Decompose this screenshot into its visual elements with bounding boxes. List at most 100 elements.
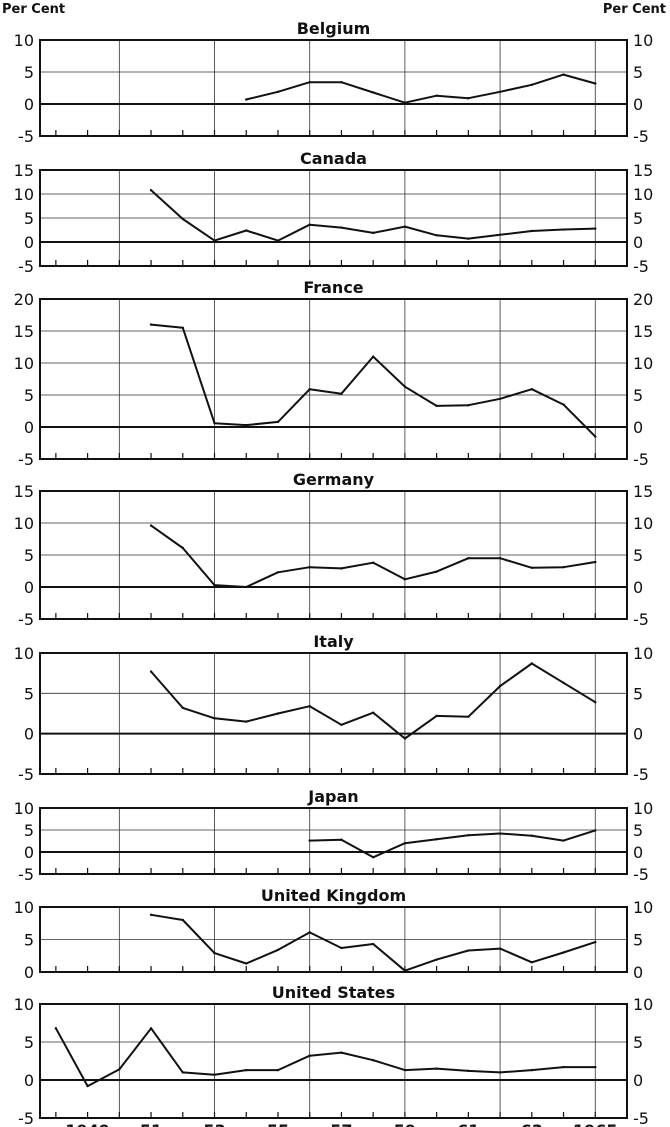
- france-ytick-left: 10: [14, 354, 34, 373]
- united-states-point: [245, 1068, 248, 1072]
- united-states-ytick-right: 0: [633, 1071, 643, 1090]
- germany-title: Germany: [293, 470, 375, 489]
- canada-point: [498, 233, 502, 236]
- italy-point: [594, 701, 597, 704]
- canada-frame: [39, 169, 628, 267]
- france-frame: [39, 298, 628, 460]
- japan-point: [498, 832, 502, 835]
- belgium-point: [530, 83, 534, 87]
- united-kingdom-point: [181, 918, 184, 922]
- united-states-point: [562, 1065, 565, 1069]
- germany-ytick-right: 15: [633, 482, 653, 501]
- germany-point: [340, 567, 343, 570]
- germany-point: [403, 578, 407, 581]
- germany-ytick-right: 0: [633, 578, 643, 597]
- germany-point: [467, 557, 470, 560]
- united-kingdom-ytick-right: 0: [633, 963, 643, 982]
- germany-ytick-left: -5: [18, 610, 34, 629]
- italy-point: [149, 670, 153, 673]
- united-states-ytick-left: 10: [14, 995, 34, 1014]
- france-point: [308, 388, 311, 391]
- japan-point: [371, 856, 375, 859]
- canada-ytick-right: -5: [633, 257, 649, 276]
- belgium-ytick-left: 0: [24, 95, 34, 114]
- belgium-point: [245, 98, 248, 101]
- belgium-point: [467, 97, 470, 100]
- italy-point: [467, 715, 470, 718]
- united-kingdom-point: [245, 962, 248, 965]
- belgium-point: [308, 81, 311, 84]
- germany-point: [308, 565, 311, 569]
- france-ytick-left: -5: [18, 450, 34, 469]
- canada-point: [340, 226, 343, 229]
- italy-ytick-left: -5: [18, 765, 34, 784]
- france-ytick-left: 0: [24, 418, 34, 437]
- canada-ytick-right: 5: [633, 209, 643, 228]
- france-point: [340, 392, 343, 395]
- france-ytick-left: 15: [14, 322, 34, 341]
- united-states-point: [594, 1065, 597, 1069]
- canada-point: [562, 228, 565, 231]
- germany-ytick-left: 10: [14, 514, 34, 533]
- france-ytick-right: 10: [633, 354, 653, 373]
- canada-ytick-right: 15: [633, 161, 653, 180]
- unit-label-left: Per Cent: [2, 2, 66, 17]
- japan-point: [594, 829, 597, 832]
- united-kingdom-point: [403, 969, 407, 972]
- italy-ytick-right: -5: [633, 765, 649, 784]
- canada-ytick-left: -5: [18, 257, 34, 276]
- belgium-ytick-left: 10: [14, 31, 34, 50]
- united-kingdom-title: United Kingdom: [261, 886, 406, 905]
- united-states-point: [467, 1069, 470, 1073]
- france-point: [213, 421, 216, 425]
- germany-point: [530, 566, 534, 569]
- france-point: [245, 423, 248, 427]
- japan-ytick-right: 0: [633, 843, 643, 862]
- belgium-point: [594, 82, 597, 85]
- japan-title: Japan: [307, 787, 358, 806]
- japan-ytick-left: 5: [24, 821, 34, 840]
- italy-point: [213, 717, 216, 720]
- italy-point: [245, 720, 248, 723]
- canada-point: [435, 234, 438, 237]
- france-point: [149, 323, 153, 326]
- japan-point: [308, 839, 311, 842]
- united-states-point: [530, 1068, 534, 1072]
- x-axis-label: 51: [140, 1121, 162, 1127]
- united-kingdom-ytick-left: 5: [24, 931, 34, 950]
- united-kingdom-point: [276, 948, 280, 952]
- x-axis-label: 53: [203, 1121, 225, 1127]
- france-ytick-right: 0: [633, 418, 643, 437]
- x-axis-label: 63: [521, 1121, 543, 1127]
- united-states-point: [498, 1071, 502, 1074]
- belgium-point: [340, 81, 343, 84]
- germany-point: [594, 560, 597, 564]
- germany-point: [181, 546, 184, 550]
- canada-point: [530, 229, 534, 233]
- italy-point: [371, 711, 375, 714]
- italy-ytick-left: 0: [24, 725, 34, 744]
- germany-point: [149, 524, 153, 527]
- japan-point: [467, 834, 470, 837]
- united-states-point: [435, 1067, 438, 1070]
- canada-point: [213, 239, 216, 242]
- x-axis-label: 57: [330, 1121, 352, 1127]
- united-states-point: [403, 1068, 407, 1072]
- united-states-point: [340, 1051, 343, 1054]
- united-kingdom-point: [435, 958, 438, 961]
- italy-point: [308, 705, 311, 708]
- germany-series-line: [150, 524, 597, 588]
- united-kingdom-point: [149, 913, 153, 916]
- canada-point: [403, 225, 407, 228]
- japan-point: [435, 838, 438, 841]
- united-states-point: [308, 1054, 311, 1057]
- canada-ytick-left: 0: [24, 233, 34, 252]
- italy-point: [530, 662, 534, 665]
- united-kingdom-frame: [39, 906, 628, 973]
- united-kingdom-point: [467, 949, 470, 952]
- x-axis-label: 61: [457, 1121, 479, 1127]
- germany-point: [245, 585, 248, 589]
- belgium-point: [276, 90, 280, 94]
- italy-series-line: [150, 662, 597, 740]
